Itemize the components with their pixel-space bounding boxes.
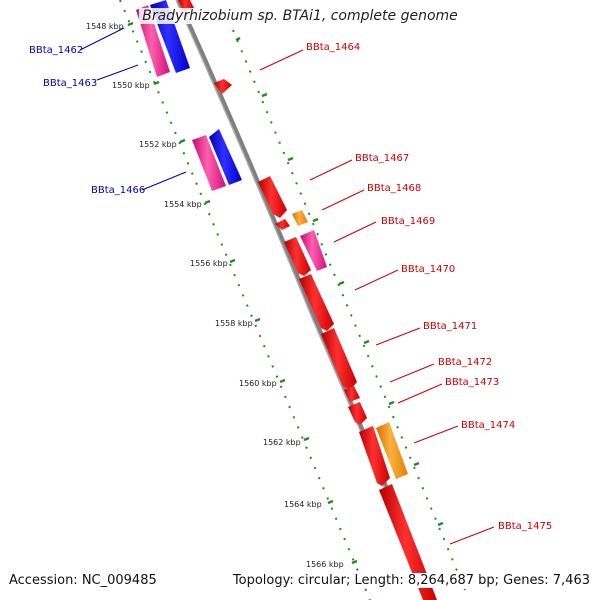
scale-tick-labels: 1548 kbp 1550 kbp 1552 kbp 1554 kbp 1556… xyxy=(86,22,344,569)
gene-label[interactable]: BBta_1473 xyxy=(445,377,499,388)
outer-tick-marks xyxy=(235,36,444,527)
tick-label: 1550 kbp xyxy=(112,81,150,90)
tick-label: 1556 kbp xyxy=(190,259,228,268)
topology-text: Topology: circular; Length: 8,264,687 bp… xyxy=(232,573,590,588)
left-leader-lines xyxy=(79,27,187,191)
gene-bbta-1468[interactable] xyxy=(292,210,308,226)
tick-label: 1548 kbp xyxy=(86,22,124,31)
gene-label[interactable]: BBta_1472 xyxy=(438,357,492,368)
gene-label[interactable]: BBta_1470 xyxy=(401,264,455,275)
accession-info: Accession: NC_009485 xyxy=(9,573,157,588)
inner-guide-dotted-line xyxy=(119,0,371,600)
gene-bbta-1473[interactable] xyxy=(348,402,367,425)
gene-bbta-1466[interactable] xyxy=(192,135,226,191)
tick-label: 1562 kbp xyxy=(263,438,301,447)
gene-label[interactable]: BBta_1475 xyxy=(498,521,552,532)
genome-title-text: Bradyrhizobium sp. BTAi1, complete genom… xyxy=(139,8,461,24)
gene-label[interactable]: BBta_1463 xyxy=(43,78,97,89)
gene-bbta-1467[interactable] xyxy=(258,176,287,218)
accession-text: Accession: NC_009485 xyxy=(9,573,157,588)
tick-label: 1552 kbp xyxy=(139,140,177,149)
gene-bbta-1471[interactable] xyxy=(321,328,357,390)
gene-label[interactable]: BBta_1468 xyxy=(367,183,421,194)
gene-label[interactable]: BBta_1467 xyxy=(355,153,409,164)
gene-bbta-1474-red[interactable] xyxy=(359,426,390,486)
gene-bbta-1469[interactable] xyxy=(300,230,327,271)
gene-label[interactable]: BBta_1474 xyxy=(461,420,515,431)
gene-bbta-1470[interactable] xyxy=(299,274,334,331)
gene-bbta-1475[interactable] xyxy=(379,484,437,600)
tick-label: 1554 kbp xyxy=(164,200,202,209)
gene-features-outer xyxy=(214,79,437,600)
gene-bbta-1472[interactable] xyxy=(344,386,360,402)
tick-label: 1558 kbp xyxy=(215,319,253,328)
gene-label[interactable]: BBta_1471 xyxy=(423,321,477,332)
left-gene-labels: BBta_1462 BBta_1463 BBta_1466 xyxy=(29,45,145,196)
outer-guide-dotted-line xyxy=(232,29,466,591)
right-gene-labels: BBta_1464 BBta_1467 BBta_1468 BBta_1469 … xyxy=(306,42,552,532)
gene-bbta-1466-blue[interactable] xyxy=(209,129,242,185)
tick-label: 1566 kbp xyxy=(306,560,344,569)
tick-label: 1564 kbp xyxy=(284,500,322,509)
gene-label[interactable]: BBta_1469 xyxy=(381,216,435,227)
tick-label: 1560 kbp xyxy=(239,379,277,388)
topology-info: Topology: circular; Length: 8,264,687 bp… xyxy=(232,573,590,588)
gene-label[interactable]: BBta_1464 xyxy=(306,42,360,53)
gene-bbta-1470-a[interactable] xyxy=(284,237,311,276)
gene-bbta-1469-red[interactable] xyxy=(275,219,290,230)
gene-bbta-1464[interactable] xyxy=(214,79,232,94)
gene-label[interactable]: BBta_1462 xyxy=(29,45,83,56)
gene-bbta-1474[interactable] xyxy=(376,422,408,479)
genome-title: Bradyrhizobium sp. BTAi1, complete genom… xyxy=(0,8,600,24)
right-leader-lines xyxy=(259,49,495,545)
inner-tick-marks xyxy=(127,21,358,565)
gene-label[interactable]: BBta_1466 xyxy=(91,185,145,196)
